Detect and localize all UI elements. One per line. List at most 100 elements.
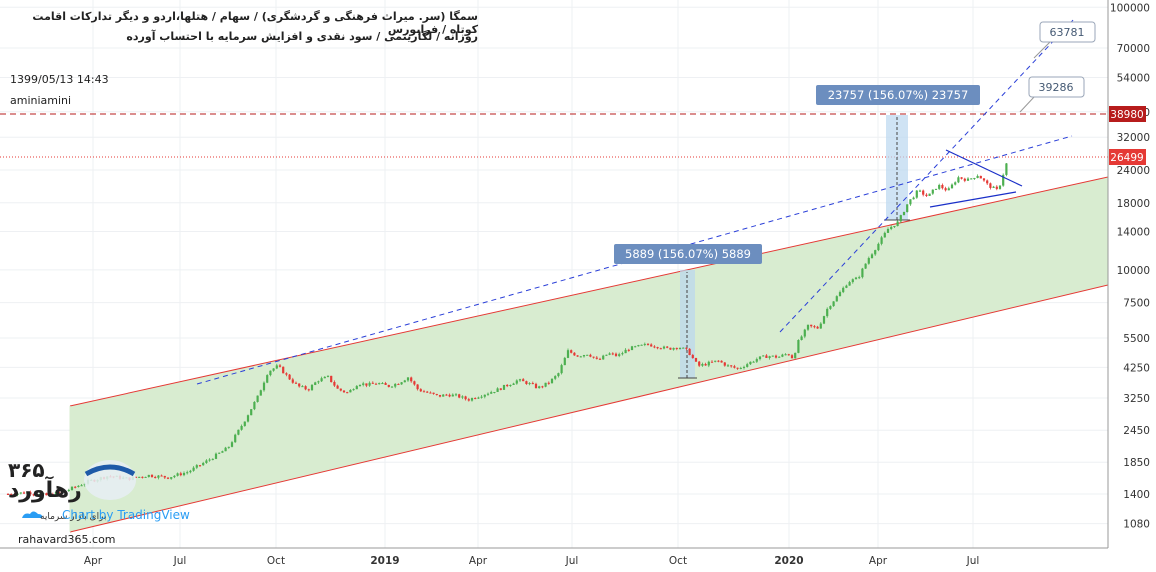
candle-body <box>320 378 323 382</box>
candle-body <box>250 409 253 416</box>
candle-body <box>230 442 234 447</box>
y-tick-label: 54000 <box>1117 73 1150 85</box>
candle-body <box>826 308 829 317</box>
candle-body <box>822 316 826 324</box>
candle-body <box>432 392 435 394</box>
x-tick-label: Jul <box>966 555 980 567</box>
y-axis[interactable]: 1080 1400 1850 2450 3250 4250 5500 7500 10000 140… <box>1110 2 1150 530</box>
x-tick-label: Apr <box>869 555 888 567</box>
candle-body <box>742 366 746 368</box>
candle-body <box>22 492 26 494</box>
candle-body <box>464 396 467 400</box>
candle-body <box>426 391 429 393</box>
candle-body <box>646 343 650 345</box>
measure-label-1[interactable]: 5889 (156.07%) 5889 <box>614 244 762 264</box>
watermark-site: rahavard365.com <box>18 533 116 546</box>
candle-body <box>186 472 189 474</box>
triangle-upper <box>945 149 1023 187</box>
candle-body <box>253 401 256 410</box>
candle-body <box>400 382 403 385</box>
candle-body <box>154 477 157 479</box>
candle-body <box>422 391 426 393</box>
x-axis[interactable]: Apr Jul Oct 2019 Apr Jul Oct 2020 Apr Jul <box>84 555 979 567</box>
candle-body <box>666 346 669 348</box>
chart-datetime: 1399/05/13 14:43 <box>10 73 109 86</box>
candle-body <box>890 226 893 230</box>
x-tick-label: Apr <box>84 555 103 567</box>
candle-body <box>637 345 640 347</box>
candle-body <box>205 460 208 463</box>
candle-body <box>326 375 330 377</box>
candle-body <box>560 365 563 374</box>
candle-body <box>54 492 58 496</box>
candle-body <box>64 490 67 492</box>
candle-body <box>349 389 352 393</box>
callout-63781[interactable]: 63781 <box>1039 21 1096 43</box>
candle-body <box>653 346 656 348</box>
candle-body <box>67 489 70 491</box>
candle-body <box>192 467 195 471</box>
candle-body <box>515 380 518 384</box>
candle-body <box>925 194 928 196</box>
candle-body <box>800 336 803 341</box>
candle-body <box>909 199 912 205</box>
candle-body <box>19 492 22 494</box>
candle-body <box>790 355 794 359</box>
candle-body <box>694 358 698 362</box>
candle-body <box>714 360 717 362</box>
regression-channel <box>70 177 1108 532</box>
callout-39286[interactable]: 39286 <box>1028 76 1085 98</box>
candle-body <box>752 361 755 363</box>
candle-body <box>723 362 726 366</box>
y-tick-label: 18000 <box>1117 198 1150 210</box>
candle-body <box>10 494 13 496</box>
candle-body <box>896 221 899 227</box>
candle-body <box>333 382 336 386</box>
channel-lower-line <box>69 284 1108 533</box>
candle-body <box>272 368 275 371</box>
y-tick-label: 5500 <box>1123 333 1150 345</box>
candle-body <box>166 477 170 479</box>
candle-body <box>682 347 685 349</box>
logo-wave-icon <box>84 464 136 477</box>
price-label-26499: 26499 <box>1109 149 1146 165</box>
candle-body <box>784 354 787 356</box>
candle-body <box>368 382 371 386</box>
candle-body <box>531 383 534 385</box>
candle-body <box>621 353 624 355</box>
candle-body <box>954 182 957 185</box>
candle-body <box>365 383 368 386</box>
callout-63781-text: 63781 <box>1050 26 1085 39</box>
candle-body <box>602 355 605 360</box>
candle-body <box>669 347 672 350</box>
candle-body <box>448 394 451 397</box>
y-tick-label: 4250 <box>1123 362 1150 374</box>
y-tick-label: 100000 <box>1110 2 1150 14</box>
candle-body <box>931 189 934 194</box>
measure-label-2[interactable]: 23757 (156.07%) 23757 <box>816 85 980 105</box>
candle-body <box>947 188 950 191</box>
candle-body <box>234 434 237 443</box>
candle-body <box>298 383 301 387</box>
candle-body <box>704 364 707 366</box>
candle-body <box>538 386 541 389</box>
candle-body <box>762 355 765 357</box>
callout-63781-pointer <box>1033 41 1051 59</box>
candle-body <box>378 383 381 385</box>
logo-cloud-icon <box>22 511 43 518</box>
candle-body <box>915 190 918 198</box>
candle-body <box>346 392 349 394</box>
x-tick-label: Jul <box>173 555 187 567</box>
candle-body <box>893 226 896 228</box>
candle-body <box>509 384 512 387</box>
candle-body <box>227 446 230 448</box>
candle-body <box>906 204 909 212</box>
chart-title-line2: روزانه / لگاریتمی / سود نقدی و افزایش سر… <box>126 30 478 43</box>
candle-body <box>483 394 486 397</box>
candle-body <box>755 359 758 362</box>
candle-body <box>74 486 77 488</box>
candle-body <box>294 382 298 384</box>
candle-body <box>16 493 19 495</box>
candle-body <box>314 382 317 385</box>
